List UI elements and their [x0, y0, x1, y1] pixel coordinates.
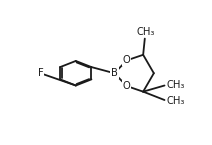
- Text: O: O: [123, 55, 131, 65]
- Text: CH₃: CH₃: [166, 96, 185, 106]
- Text: O: O: [123, 81, 131, 91]
- Text: CH₃: CH₃: [137, 27, 155, 37]
- Text: B: B: [111, 68, 118, 78]
- Text: CH₃: CH₃: [166, 80, 185, 90]
- Text: F: F: [38, 68, 43, 78]
